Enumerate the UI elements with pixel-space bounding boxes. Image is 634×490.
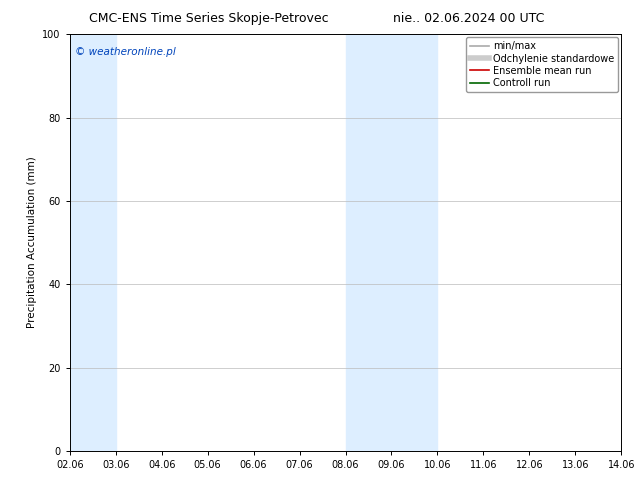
Text: nie.. 02.06.2024 00 UTC: nie.. 02.06.2024 00 UTC (394, 12, 545, 25)
Text: © weatheronline.pl: © weatheronline.pl (75, 47, 176, 57)
Bar (391, 34, 437, 451)
Text: CMC-ENS Time Series Skopje-Petrovec: CMC-ENS Time Series Skopje-Petrovec (89, 12, 329, 25)
Bar (346, 34, 391, 451)
Legend: min/max, Odchylenie standardowe, Ensemble mean run, Controll run: min/max, Odchylenie standardowe, Ensembl… (466, 37, 618, 92)
Bar (70, 34, 115, 451)
Y-axis label: Precipitation Accumulation (mm): Precipitation Accumulation (mm) (27, 157, 37, 328)
